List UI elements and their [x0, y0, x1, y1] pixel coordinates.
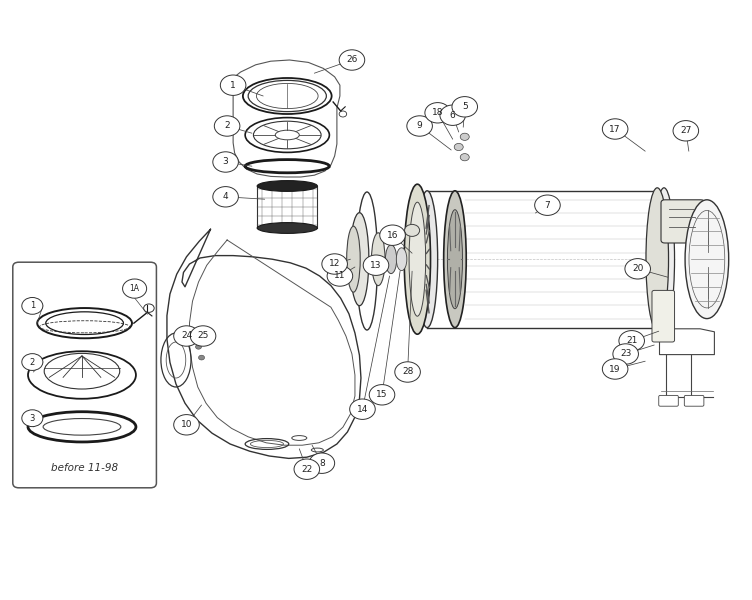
Circle shape — [440, 105, 465, 125]
Circle shape — [380, 225, 405, 245]
Text: 1A: 1A — [129, 284, 140, 293]
Circle shape — [363, 255, 389, 275]
Text: 18: 18 — [432, 108, 444, 117]
Ellipse shape — [405, 184, 430, 334]
Text: 12: 12 — [329, 259, 341, 268]
Text: 15: 15 — [376, 390, 388, 400]
Ellipse shape — [386, 245, 397, 274]
FancyBboxPatch shape — [659, 395, 678, 406]
Circle shape — [407, 116, 432, 136]
Text: 5: 5 — [462, 102, 468, 112]
Text: 7: 7 — [544, 200, 550, 209]
Ellipse shape — [444, 191, 466, 328]
Circle shape — [213, 152, 238, 172]
Circle shape — [460, 133, 469, 140]
Circle shape — [395, 362, 420, 382]
Circle shape — [327, 266, 353, 286]
Ellipse shape — [685, 200, 729, 319]
Ellipse shape — [409, 202, 426, 316]
Text: 1: 1 — [30, 301, 35, 310]
Text: before 11-98: before 11-98 — [51, 463, 118, 473]
Text: 25: 25 — [197, 331, 209, 340]
Circle shape — [452, 97, 478, 117]
Text: 8: 8 — [319, 458, 325, 468]
Circle shape — [369, 385, 395, 405]
Text: 4: 4 — [223, 192, 229, 201]
Ellipse shape — [257, 181, 317, 191]
Text: 28: 28 — [402, 367, 414, 377]
Circle shape — [294, 459, 320, 479]
Ellipse shape — [653, 191, 673, 328]
Circle shape — [199, 334, 205, 338]
Circle shape — [199, 355, 205, 360]
Circle shape — [613, 344, 638, 364]
Text: 23: 23 — [620, 349, 632, 359]
Text: 20: 20 — [632, 264, 644, 273]
Text: 2: 2 — [224, 121, 230, 130]
Circle shape — [454, 143, 463, 151]
Ellipse shape — [257, 223, 317, 233]
Ellipse shape — [350, 213, 368, 306]
Text: 16: 16 — [387, 230, 399, 239]
Ellipse shape — [396, 248, 407, 271]
Text: 10: 10 — [180, 420, 193, 430]
Circle shape — [123, 279, 147, 298]
Text: 14: 14 — [356, 404, 368, 414]
Text: 21: 21 — [626, 336, 638, 346]
Circle shape — [322, 254, 347, 274]
Ellipse shape — [646, 188, 669, 331]
Circle shape — [602, 119, 628, 139]
Circle shape — [602, 359, 628, 379]
Circle shape — [339, 50, 365, 70]
Text: 19: 19 — [609, 364, 621, 373]
Text: 1: 1 — [230, 81, 236, 89]
Circle shape — [673, 121, 699, 141]
Circle shape — [460, 154, 469, 161]
Text: 27: 27 — [680, 126, 692, 135]
Ellipse shape — [417, 191, 438, 328]
Text: 17: 17 — [609, 124, 621, 133]
Ellipse shape — [447, 210, 462, 309]
FancyBboxPatch shape — [652, 290, 675, 342]
Text: 26: 26 — [346, 55, 358, 64]
FancyBboxPatch shape — [13, 262, 156, 488]
Circle shape — [625, 259, 650, 279]
Text: 11: 11 — [334, 271, 346, 280]
Circle shape — [213, 187, 238, 207]
Ellipse shape — [347, 226, 360, 292]
Text: 13: 13 — [370, 260, 382, 269]
Circle shape — [535, 195, 560, 215]
FancyBboxPatch shape — [661, 200, 705, 243]
Circle shape — [196, 344, 202, 349]
Circle shape — [174, 415, 199, 435]
Circle shape — [22, 298, 43, 314]
Ellipse shape — [405, 224, 420, 236]
Circle shape — [425, 103, 450, 123]
Text: 3: 3 — [223, 157, 229, 166]
Circle shape — [309, 453, 335, 473]
Circle shape — [22, 353, 43, 370]
Ellipse shape — [653, 188, 675, 331]
Text: 2: 2 — [30, 358, 35, 367]
Text: 9: 9 — [417, 121, 423, 130]
Text: 24: 24 — [181, 331, 192, 340]
Text: 22: 22 — [302, 464, 312, 474]
Circle shape — [220, 75, 246, 95]
Circle shape — [350, 399, 375, 419]
Circle shape — [214, 116, 240, 136]
Circle shape — [619, 331, 644, 351]
Text: 6: 6 — [450, 110, 456, 119]
Circle shape — [190, 326, 216, 346]
Ellipse shape — [371, 233, 385, 286]
Circle shape — [22, 410, 43, 427]
Text: 3: 3 — [29, 414, 35, 422]
Circle shape — [174, 326, 199, 346]
FancyBboxPatch shape — [684, 395, 704, 406]
